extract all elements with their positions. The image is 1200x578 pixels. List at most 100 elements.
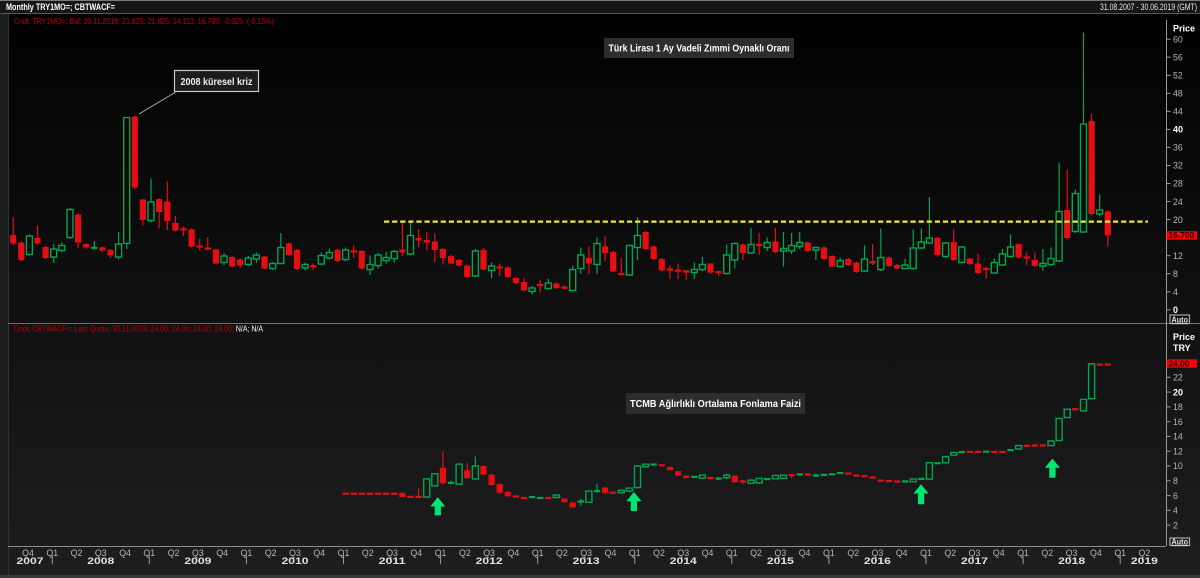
svg-text:56: 56 <box>1173 52 1183 62</box>
svg-text:8: 8 <box>1173 476 1178 486</box>
svg-text:Q3: Q3 <box>95 548 107 558</box>
svg-text:Cndl; CBTWACF=; Last Quote; 30: Cndl; CBTWACF=; Last Quote; 30.11.2018; … <box>14 324 263 333</box>
svg-text:Q1: Q1 <box>920 548 932 558</box>
svg-text:Q2: Q2 <box>362 548 374 558</box>
svg-text:18: 18 <box>1173 402 1183 412</box>
svg-text:20: 20 <box>1173 215 1183 225</box>
svg-text:20: 20 <box>1173 387 1183 397</box>
svg-text:2018: 2018 <box>1058 556 1085 566</box>
svg-text:Q4: Q4 <box>799 548 811 558</box>
svg-text:Auto: Auto <box>1172 537 1189 546</box>
svg-text:22: 22 <box>1173 373 1183 383</box>
svg-text:Q2: Q2 <box>459 548 471 558</box>
svg-text:16: 16 <box>1173 417 1183 427</box>
svg-text:Q1: Q1 <box>1114 548 1126 558</box>
svg-text:Q1: Q1 <box>629 548 641 558</box>
svg-text:Q3: Q3 <box>969 548 981 558</box>
svg-text:Türk Lirası 1 Ay Vadeli Zımmi: Türk Lirası 1 Ay Vadeli Zımmi Oynaklı Or… <box>609 44 790 55</box>
svg-text:Q3: Q3 <box>580 548 592 558</box>
svg-text:Q2: Q2 <box>944 548 956 558</box>
svg-text:Q3: Q3 <box>192 548 204 558</box>
svg-text:2009: 2009 <box>184 556 211 566</box>
svg-text:Q4: Q4 <box>216 548 228 558</box>
svg-text:2: 2 <box>1173 520 1178 530</box>
svg-text:Q1: Q1 <box>143 548 155 558</box>
svg-text:2007: 2007 <box>17 556 44 566</box>
svg-text:24: 24 <box>1173 197 1183 207</box>
svg-text:Q3: Q3 <box>386 548 398 558</box>
svg-text:2008 küresel kriz: 2008 küresel kriz <box>181 77 253 88</box>
svg-text:TCMB Ağlırlıklı Ortalama Fonla: TCMB Ağlırlıklı Ortalama Fonlama Faizi <box>630 399 801 410</box>
svg-text:Q1: Q1 <box>338 548 350 558</box>
svg-text:Q3: Q3 <box>1066 548 1078 558</box>
svg-text:Q2: Q2 <box>1041 548 1053 558</box>
svg-text:Q2: Q2 <box>847 548 859 558</box>
svg-text:40: 40 <box>1173 125 1183 135</box>
svg-text:44: 44 <box>1173 107 1183 117</box>
svg-text:28: 28 <box>1173 179 1183 189</box>
svg-text:2019: 2019 <box>1131 556 1158 566</box>
svg-text:0: 0 <box>1173 305 1178 315</box>
svg-text:Price: Price <box>1173 24 1195 34</box>
svg-text:60: 60 <box>1173 34 1183 44</box>
svg-text:Q2: Q2 <box>71 548 83 558</box>
svg-text:2016: 2016 <box>864 556 891 566</box>
svg-text:Q1: Q1 <box>435 548 447 558</box>
svg-text:Q4: Q4 <box>896 548 908 558</box>
svg-text:Q3: Q3 <box>289 548 301 558</box>
svg-text:Price: Price <box>1173 332 1195 342</box>
svg-text:Q4: Q4 <box>410 548 422 558</box>
svg-text:4: 4 <box>1173 506 1178 516</box>
svg-text:Q4: Q4 <box>22 548 34 558</box>
svg-text:12: 12 <box>1173 446 1183 456</box>
svg-text:Q3: Q3 <box>677 548 689 558</box>
svg-text:Q4: Q4 <box>313 548 325 558</box>
svg-text:Q2: Q2 <box>265 548 277 558</box>
svg-text:Q1: Q1 <box>46 548 58 558</box>
svg-text:12: 12 <box>1173 251 1183 261</box>
svg-text:31.08.2007 - 30.06.2019 (GMT): 31.08.2007 - 30.06.2019 (GMT) <box>1100 2 1197 12</box>
svg-text:Cndl; TRY1MO=; Bid; 30.11.2018: Cndl; TRY1MO=; Bid; 30.11.2018; 21.825; … <box>14 17 274 26</box>
svg-text:14: 14 <box>1173 432 1183 442</box>
svg-text:Q4: Q4 <box>1090 548 1102 558</box>
svg-text:2013: 2013 <box>573 556 600 566</box>
svg-text:TRY: TRY <box>1173 343 1191 353</box>
svg-text:10: 10 <box>1173 461 1183 471</box>
svg-text:Q1: Q1 <box>532 548 544 558</box>
svg-text:Q3: Q3 <box>775 548 787 558</box>
svg-text:Q1: Q1 <box>823 548 835 558</box>
svg-text:36: 36 <box>1173 143 1183 153</box>
svg-text:2012: 2012 <box>476 556 503 566</box>
svg-text:Q2: Q2 <box>750 548 762 558</box>
svg-text:2015: 2015 <box>767 556 794 566</box>
svg-text:Q1: Q1 <box>241 548 253 558</box>
svg-text:2014: 2014 <box>670 556 697 566</box>
svg-text:Q4: Q4 <box>119 548 131 558</box>
svg-text:Q1: Q1 <box>1017 548 1029 558</box>
svg-text:48: 48 <box>1173 89 1183 99</box>
svg-text:2017: 2017 <box>961 556 988 566</box>
svg-text:Q2: Q2 <box>653 548 665 558</box>
svg-text:Q2: Q2 <box>1139 548 1151 558</box>
svg-text:Q3: Q3 <box>483 548 495 558</box>
svg-text:Auto: Auto <box>1172 315 1189 324</box>
svg-text:2008: 2008 <box>87 556 114 566</box>
svg-text:Q4: Q4 <box>508 548 520 558</box>
svg-text:24.00: 24.00 <box>1169 358 1190 368</box>
svg-text:52: 52 <box>1173 71 1183 81</box>
svg-text:Q4: Q4 <box>605 548 617 558</box>
svg-text:4: 4 <box>1173 287 1178 297</box>
svg-text:Q3: Q3 <box>872 548 884 558</box>
svg-text:2011: 2011 <box>379 556 406 566</box>
svg-text:Q1: Q1 <box>726 548 738 558</box>
svg-text:6: 6 <box>1173 491 1178 501</box>
svg-text:Monthly TRY1MO=; CBTWACF=: Monthly TRY1MO=; CBTWACF= <box>6 2 115 12</box>
svg-text:Q4: Q4 <box>993 548 1005 558</box>
svg-text:8: 8 <box>1173 269 1178 279</box>
svg-text:32: 32 <box>1173 161 1183 171</box>
svg-text:Q2: Q2 <box>168 548 180 558</box>
svg-text:2010: 2010 <box>282 556 309 566</box>
svg-text:Q4: Q4 <box>702 548 714 558</box>
svg-text:16.700: 16.700 <box>1169 230 1195 240</box>
svg-text:Q2: Q2 <box>556 548 568 558</box>
